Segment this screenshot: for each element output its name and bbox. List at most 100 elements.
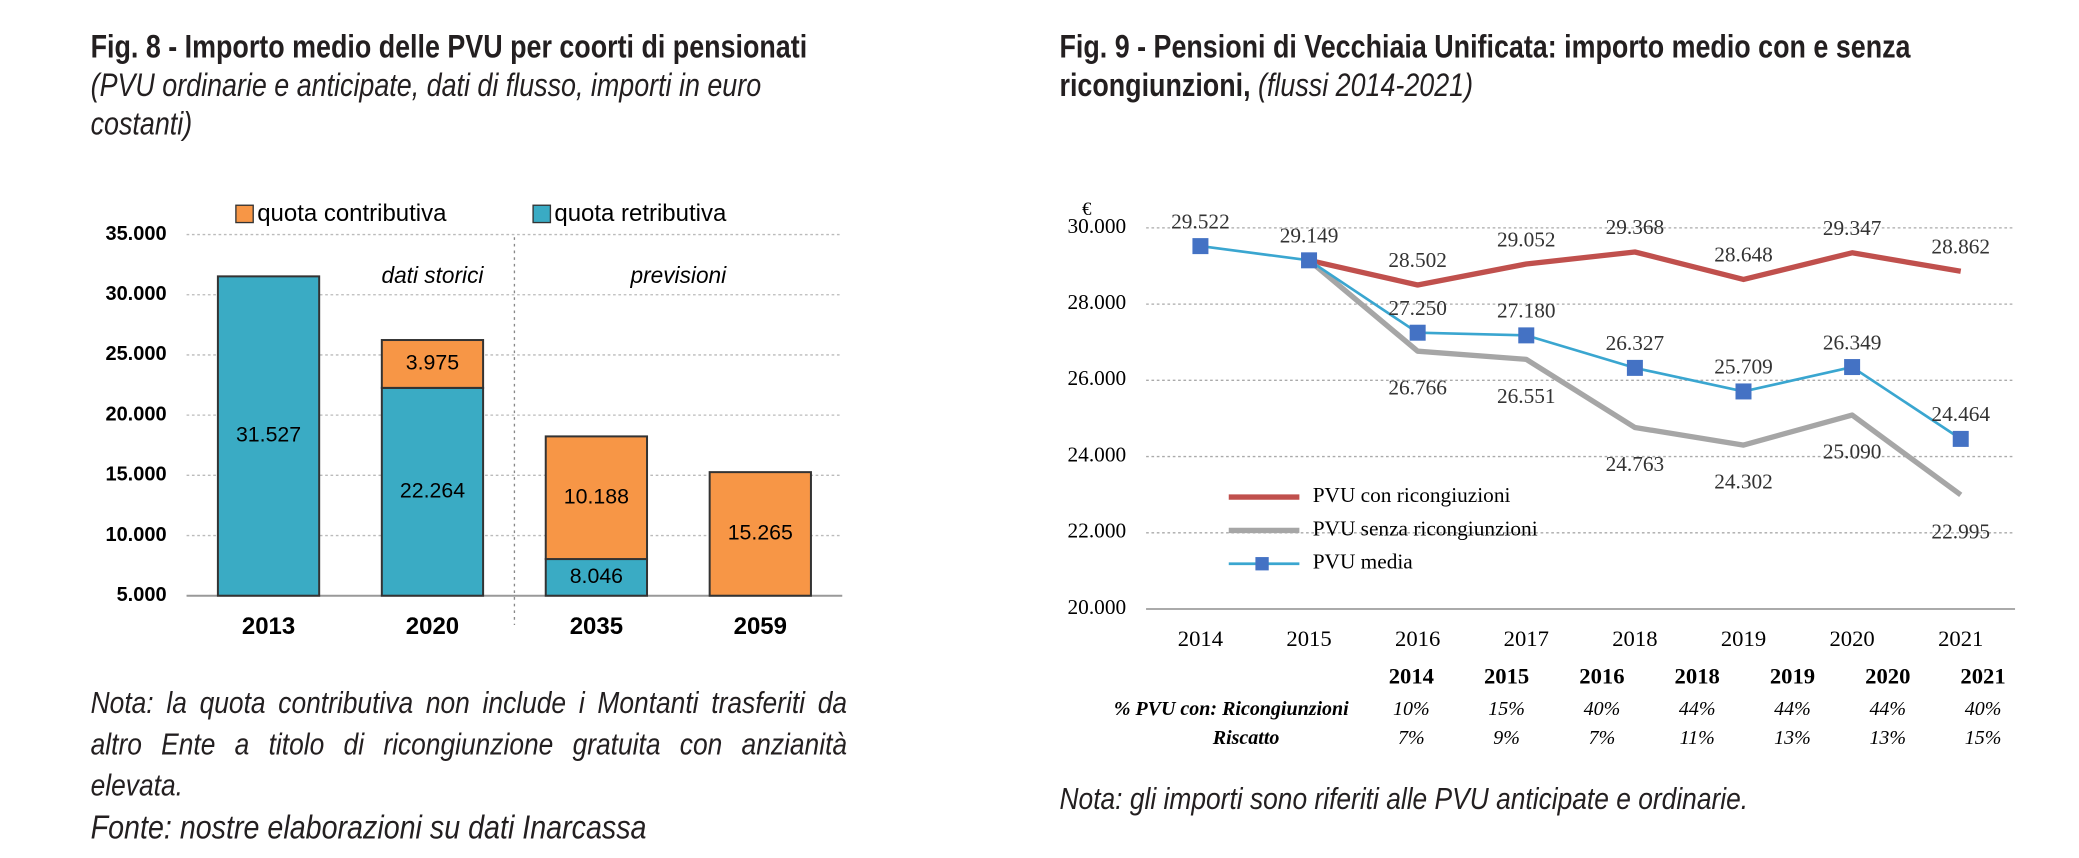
legend-label: PVU senza ricongiunzioni — [1313, 516, 1538, 540]
legend-label: PVU media — [1313, 550, 1414, 574]
chart-title: Fig. 8 - Importo medio delle PVU per coo… — [91, 28, 847, 144]
table-header: 2019 — [1770, 664, 1815, 689]
table-row-label: % PVU con: Ricongiunzioni — [1114, 698, 1349, 720]
x-tick-label: 2020 — [406, 613, 459, 640]
table-cell: 40% — [1584, 698, 1621, 720]
x-tick-label: 2019 — [1721, 626, 1766, 651]
legend-label: PVU con ricongiuzioni — [1313, 483, 1511, 507]
data-label: 15.265 — [728, 521, 793, 545]
table-cell: 44% — [1869, 698, 1906, 720]
table-header: 2014 — [1389, 664, 1434, 689]
y-tick-label: 5.000 — [117, 584, 167, 606]
title: Fig. 8 - Importo medio delle PVU per coo… — [90, 29, 808, 66]
legend-label: quota contributiva — [257, 200, 447, 227]
table-header: 2018 — [1675, 664, 1720, 689]
note: Nota: gli importi sono riferiti alle PVU… — [1059, 780, 1749, 816]
table-cell: 13% — [1774, 727, 1811, 749]
data-label: 26.551 — [1497, 384, 1556, 408]
table-cell: 15% — [1488, 698, 1525, 720]
data-label: 24.464 — [1931, 402, 1990, 426]
annotation: previsioni — [630, 262, 728, 288]
marker — [1952, 430, 1969, 447]
x-tick-label: 2016 — [1395, 626, 1440, 651]
y-tick-label: 26.000 — [1068, 366, 1127, 390]
x-tick-label: 2015 — [1286, 626, 1331, 651]
y-axis-label: € — [1082, 199, 1092, 220]
bar-segment — [380, 386, 485, 597]
legend-label: quota retributiva — [554, 200, 727, 227]
x-tick-label: 2059 — [734, 613, 787, 640]
data-label: 26.327 — [1606, 331, 1665, 355]
marker — [1409, 324, 1426, 341]
data-label: 25.709 — [1714, 355, 1773, 379]
y-tick-label: 35.000 — [105, 223, 166, 245]
legend-swatch — [235, 204, 254, 224]
table-cell: 40% — [1965, 698, 2002, 720]
subtitle: (PVU ordinarie e anticipate, dati di flu… — [90, 67, 762, 143]
data-label: 28.862 — [1931, 235, 1990, 259]
marker — [1735, 383, 1752, 400]
y-tick-label: 30.000 — [105, 283, 166, 305]
y-tick-label: 15.000 — [105, 464, 166, 486]
data-label: 22.264 — [400, 478, 465, 502]
marker — [1626, 359, 1643, 376]
marker — [1518, 327, 1535, 344]
bar-segment — [544, 558, 649, 597]
title: Fig. 9 - Pensioni di Vecchiaia Unificata… — [1059, 29, 1911, 104]
bar-segment — [380, 339, 485, 389]
table-cell: 7% — [1589, 727, 1616, 749]
y-tick-label: 20.000 — [105, 403, 166, 425]
bar-segment — [708, 471, 812, 597]
table-cell: 44% — [1679, 698, 1716, 720]
source: Fonte: nostre elaborazioni su dati Inarc… — [90, 808, 647, 847]
data-label: 31.527 — [236, 423, 301, 447]
table-header: 2015 — [1484, 664, 1529, 689]
marker — [1192, 238, 1209, 255]
y-tick-label: 25.000 — [105, 343, 166, 365]
table-cell: 15% — [1965, 727, 2002, 749]
table-header: 2016 — [1579, 664, 1624, 689]
marker — [1301, 252, 1318, 269]
y-tick-label: 30.000 — [1068, 214, 1127, 238]
x-tick-label: 2018 — [1612, 626, 1657, 651]
data-label: 28.502 — [1388, 248, 1447, 272]
bar-segment — [544, 435, 649, 561]
data-label: 10.188 — [564, 484, 629, 508]
y-tick-label: 20.000 — [1068, 595, 1127, 619]
series-line — [1307, 258, 1963, 498]
data-label: 27.250 — [1388, 296, 1447, 320]
data-label: 26.766 — [1388, 376, 1447, 400]
table-cell: 7% — [1398, 727, 1425, 749]
table-cell: 13% — [1869, 727, 1906, 749]
data-label: 8.046 — [570, 564, 623, 588]
data-label: 3.975 — [406, 351, 459, 375]
x-tick-label: 2014 — [1178, 626, 1223, 651]
subtitle: (flussi 2014-2021) — [1258, 67, 1474, 104]
data-label: 25.090 — [1823, 440, 1882, 464]
bar-chart: 5.000 10.000 15.000 20.000 25.000 30.000 35.00… — [105, 200, 843, 640]
table-header: 2020 — [1865, 664, 1910, 689]
data-label: 26.349 — [1823, 330, 1882, 354]
x-tick-label: 2013 — [242, 613, 295, 640]
data-label: 28.648 — [1714, 243, 1773, 267]
data-label: 29.052 — [1497, 227, 1556, 251]
data-label: 29.149 — [1280, 224, 1339, 248]
table-cell: 44% — [1774, 698, 1811, 720]
y-tick-label: 10.000 — [105, 524, 166, 546]
data-label: 24.302 — [1714, 470, 1773, 494]
table-cell: 10% — [1393, 698, 1430, 720]
y-tick-label: 22.000 — [1068, 519, 1127, 543]
data-label: 29.347 — [1823, 216, 1882, 240]
table-cell: 9% — [1493, 727, 1520, 749]
x-tick-label: 2017 — [1504, 626, 1549, 651]
annotation: dati storici — [382, 262, 485, 288]
y-tick-label: 24.000 — [1068, 442, 1127, 466]
x-tick-label: 2020 — [1829, 626, 1874, 651]
data-label: 29.522 — [1171, 209, 1230, 233]
x-tick-label: 2035 — [570, 613, 623, 640]
bar-segment — [216, 275, 321, 597]
table-header: 2021 — [1960, 664, 2005, 689]
